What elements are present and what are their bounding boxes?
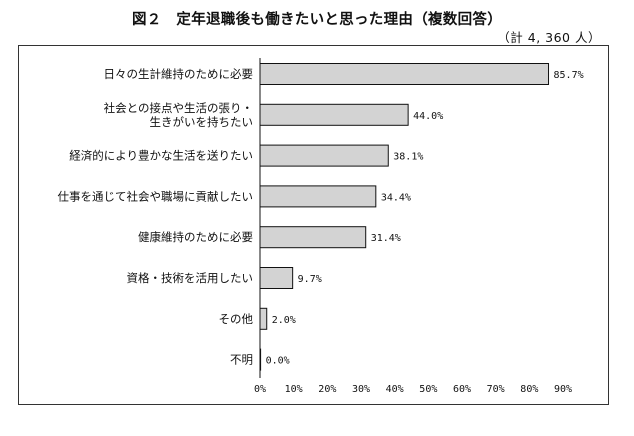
category-label: 不明 — [230, 353, 253, 367]
total-count-label: （計 4, 360 人） — [497, 30, 601, 45]
x-tick-label: 30% — [352, 384, 370, 395]
category-label: その他 — [219, 312, 254, 326]
x-tick-label: 50% — [419, 384, 437, 395]
data-label: 38.1% — [393, 152, 423, 163]
category-label: 社会との接点や生活の張り・ — [104, 101, 253, 115]
data-label: 31.4% — [371, 233, 401, 244]
data-label: 34.4% — [381, 192, 411, 203]
category-label: 経済的により豊かな生活を送りたい — [69, 149, 253, 163]
x-tick-label: 90% — [554, 384, 572, 395]
chart-frame — [18, 45, 609, 405]
bar — [259, 226, 367, 249]
bar — [259, 307, 268, 330]
bar — [259, 63, 550, 85]
data-label: 2.0% — [272, 315, 296, 326]
data-label: 85.7% — [554, 70, 584, 81]
category-label: 健康維持のために必要 — [138, 230, 253, 244]
x-tick-label: 40% — [386, 384, 404, 395]
x-tick-label: 60% — [453, 384, 471, 395]
x-tick-label: 10% — [285, 384, 303, 395]
x-tick-label: 0% — [254, 384, 266, 395]
data-label: 0.0% — [266, 356, 290, 367]
x-tick-label: 80% — [520, 384, 538, 395]
x-tick-label: 70% — [487, 384, 505, 395]
bar — [259, 185, 377, 208]
category-label: 生きがいを持ちたい — [150, 115, 254, 129]
category-label: 資格・技術を活用したい — [127, 271, 254, 285]
chart-title: 図２ 定年退職後も働きたいと思った理由（複数回答） — [132, 12, 502, 28]
bar — [259, 348, 262, 371]
data-label: 44.0% — [413, 111, 443, 122]
category-label: 日々の生計維持のために必要 — [104, 67, 254, 81]
bar — [259, 103, 409, 126]
category-label: 仕事を通じて社会や職場に貢献したい — [58, 189, 254, 203]
x-tick-label: 20% — [318, 384, 336, 395]
bar — [259, 267, 294, 289]
bar — [259, 144, 389, 167]
data-label: 9.7% — [298, 274, 322, 285]
